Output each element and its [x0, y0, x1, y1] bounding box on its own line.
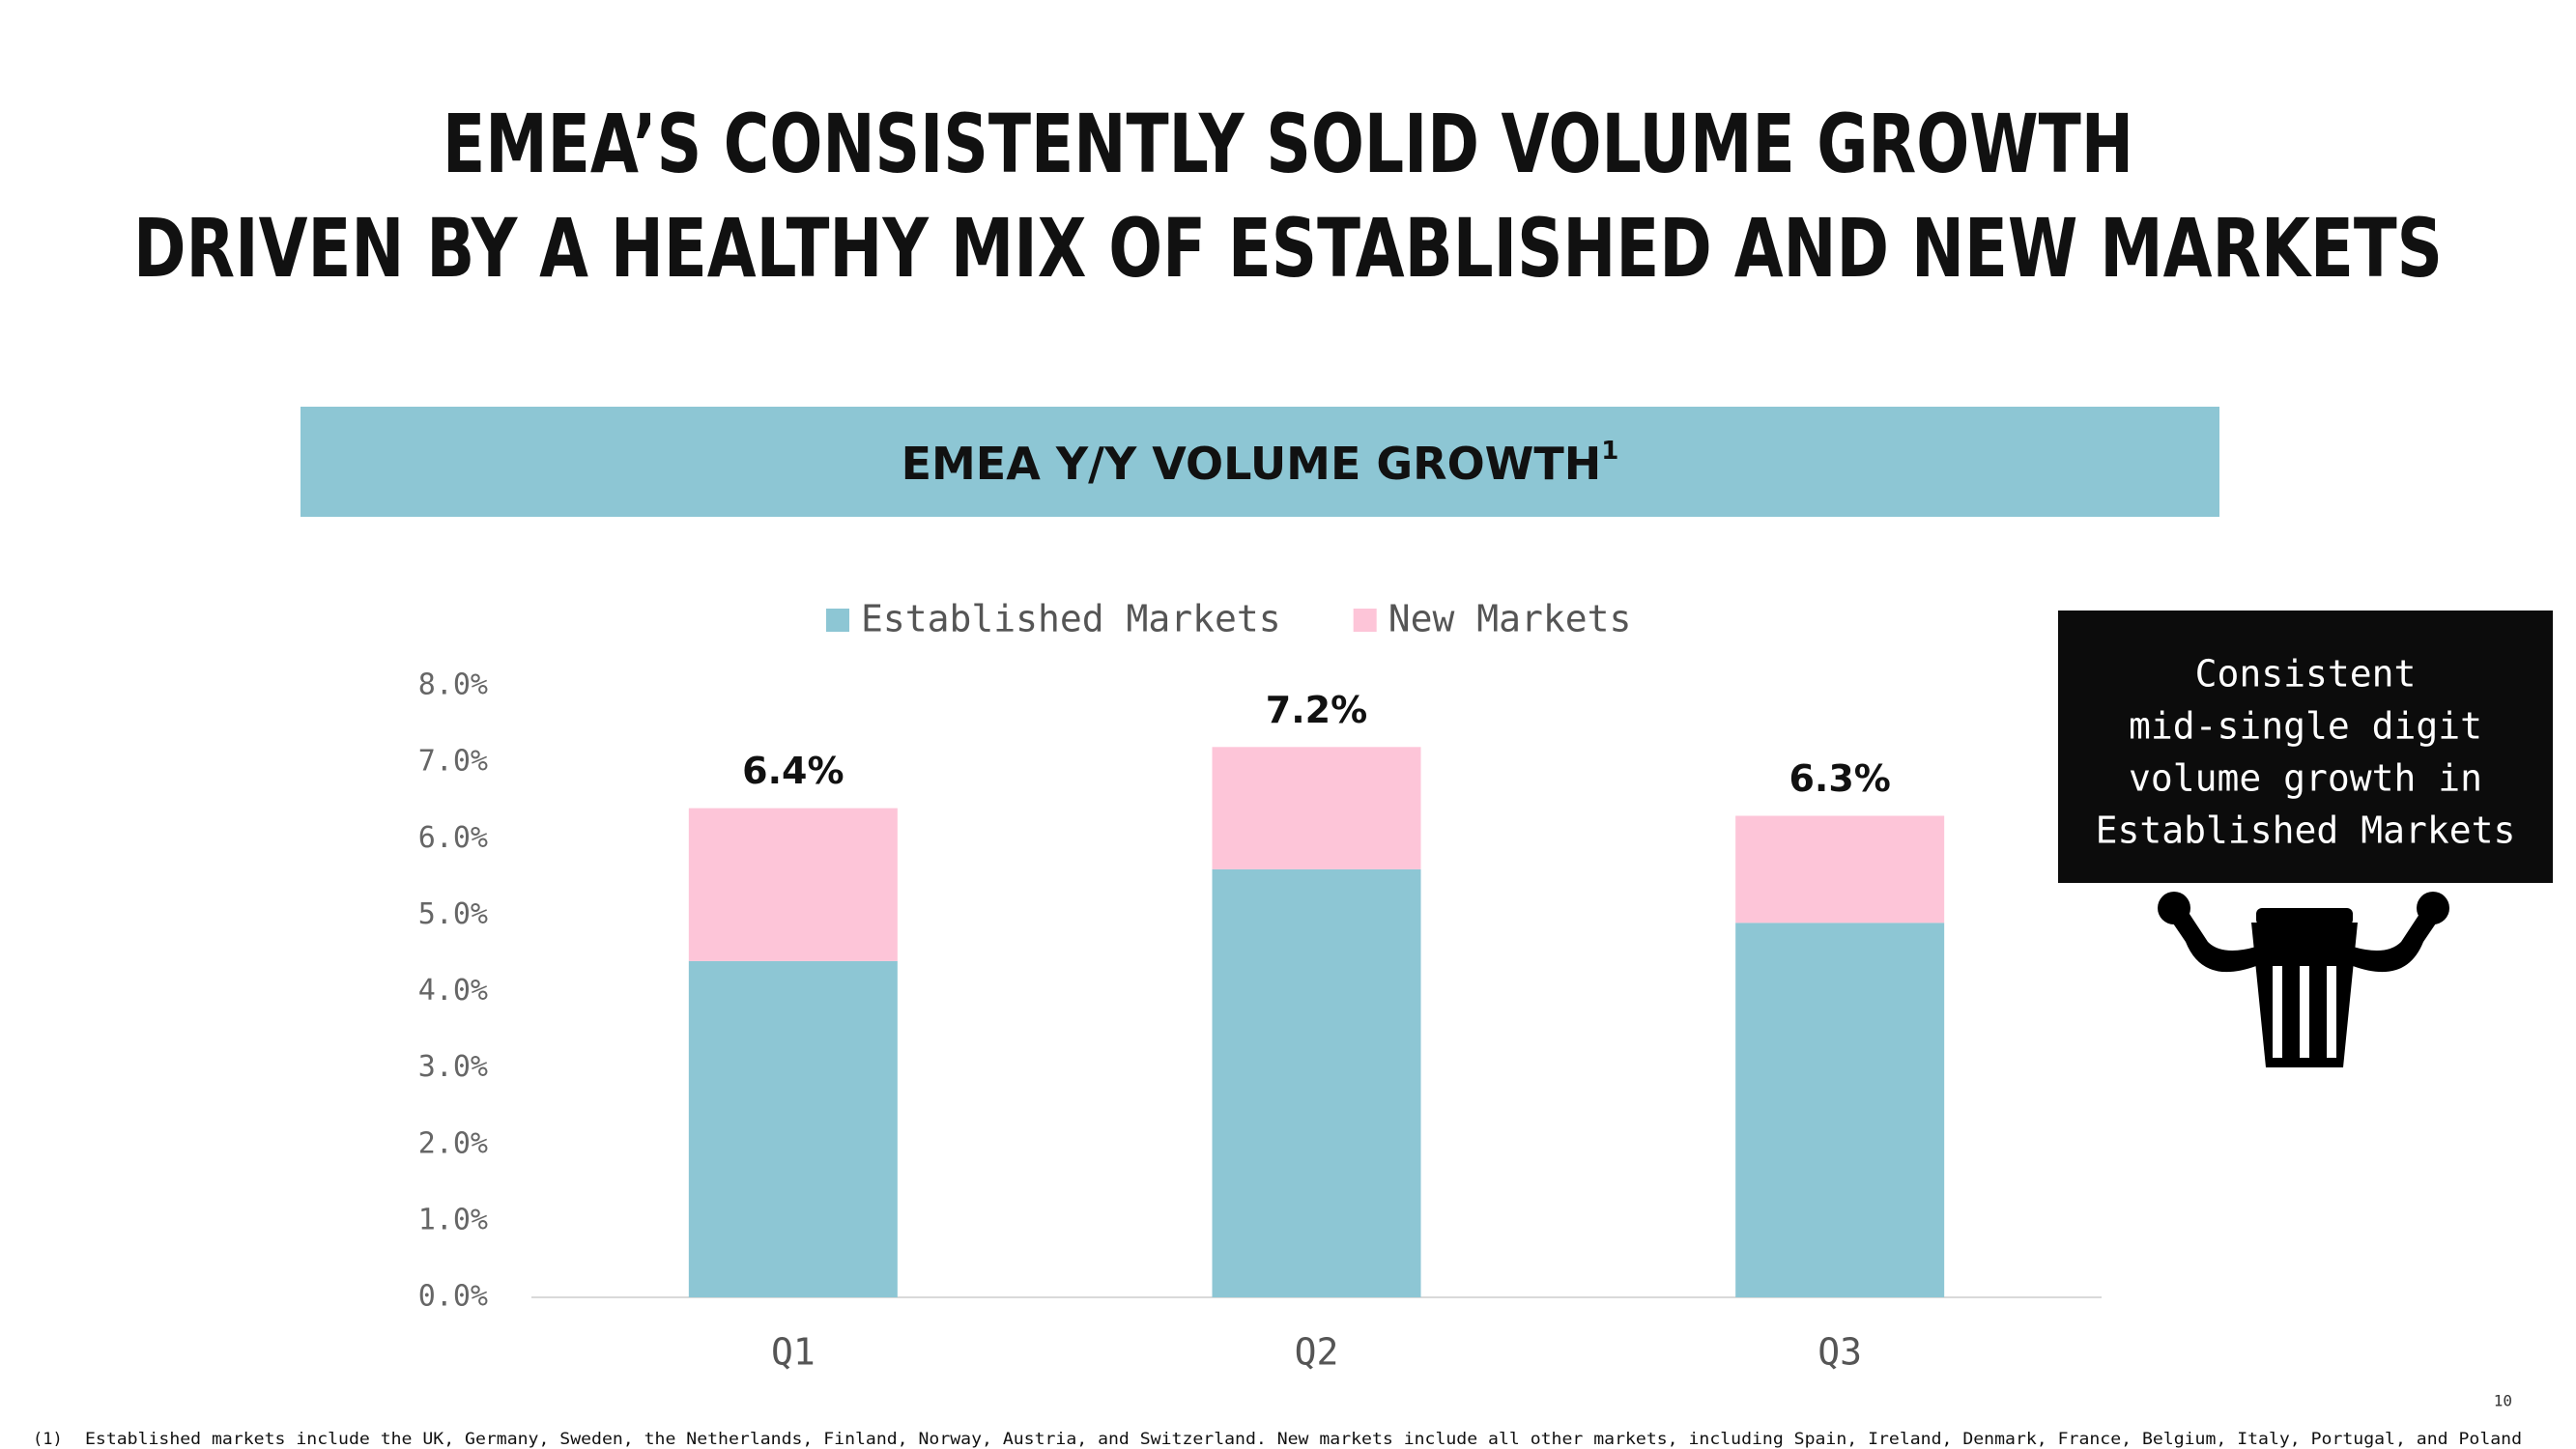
title-line: EMEA’S CONSISTENTLY SOLID VOLUME GROWTH	[443, 97, 2133, 191]
bar-segment	[688, 808, 898, 961]
bar-segment	[1212, 868, 1421, 1297]
callout-box	[2058, 611, 2553, 883]
bar-segment	[1735, 923, 1945, 1297]
footnote-marker: (1)	[33, 1430, 63, 1449]
x-tick-label: Q1	[771, 1331, 816, 1374]
bar-segment	[1212, 747, 1421, 869]
y-tick-label: 8.0%	[418, 668, 488, 702]
bar-segment	[1735, 815, 1945, 923]
legend-swatch	[1353, 609, 1377, 632]
callout-line: volume growth in	[2129, 757, 2482, 800]
chart-title: EMEA Y/Y VOLUME GROWTH1	[902, 437, 1619, 490]
superscript: 1	[1601, 437, 1618, 466]
callout-line: mid-single digit	[2129, 705, 2482, 748]
chart-title-text: EMEA Y/Y VOLUME GROWTH	[902, 438, 1602, 490]
legend-label: New Markets	[1388, 598, 1632, 640]
y-tick-label: 3.0%	[418, 1050, 488, 1084]
callout-line: Consistent	[2195, 653, 2417, 696]
x-tick-label: Q2	[1295, 1331, 1339, 1374]
legend-label: Established Markets	[861, 598, 1281, 640]
y-tick-label: 0.0%	[418, 1280, 488, 1314]
y-tick-label: 1.0%	[418, 1203, 488, 1236]
chart-banner	[301, 407, 2219, 517]
y-tick-label: 5.0%	[418, 897, 488, 931]
total-label: 6.3%	[1789, 757, 1890, 800]
y-tick-label: 2.0%	[418, 1126, 488, 1160]
bar-segment	[688, 960, 898, 1297]
page-number: 10	[2494, 1392, 2512, 1410]
callout-line: Established Markets	[2096, 810, 2516, 852]
y-tick-label: 4.0%	[418, 974, 488, 1008]
x-tick-label: Q3	[1818, 1331, 1862, 1374]
y-tick-label: 7.0%	[418, 745, 488, 779]
title-line: DRIVEN BY A HEALTHY MIX OF ESTABLISHED A…	[133, 201, 2443, 296]
total-label: 6.4%	[742, 750, 844, 792]
total-label: 7.2%	[1266, 689, 1367, 731]
footnote: Established markets include the UK, Germ…	[85, 1430, 2522, 1449]
callout: Consistent mid-single digit volume growth …	[2096, 653, 2516, 852]
y-tick-label: 6.0%	[418, 821, 488, 855]
mascot	[2158, 892, 2449, 1067]
legend-swatch	[826, 609, 849, 632]
